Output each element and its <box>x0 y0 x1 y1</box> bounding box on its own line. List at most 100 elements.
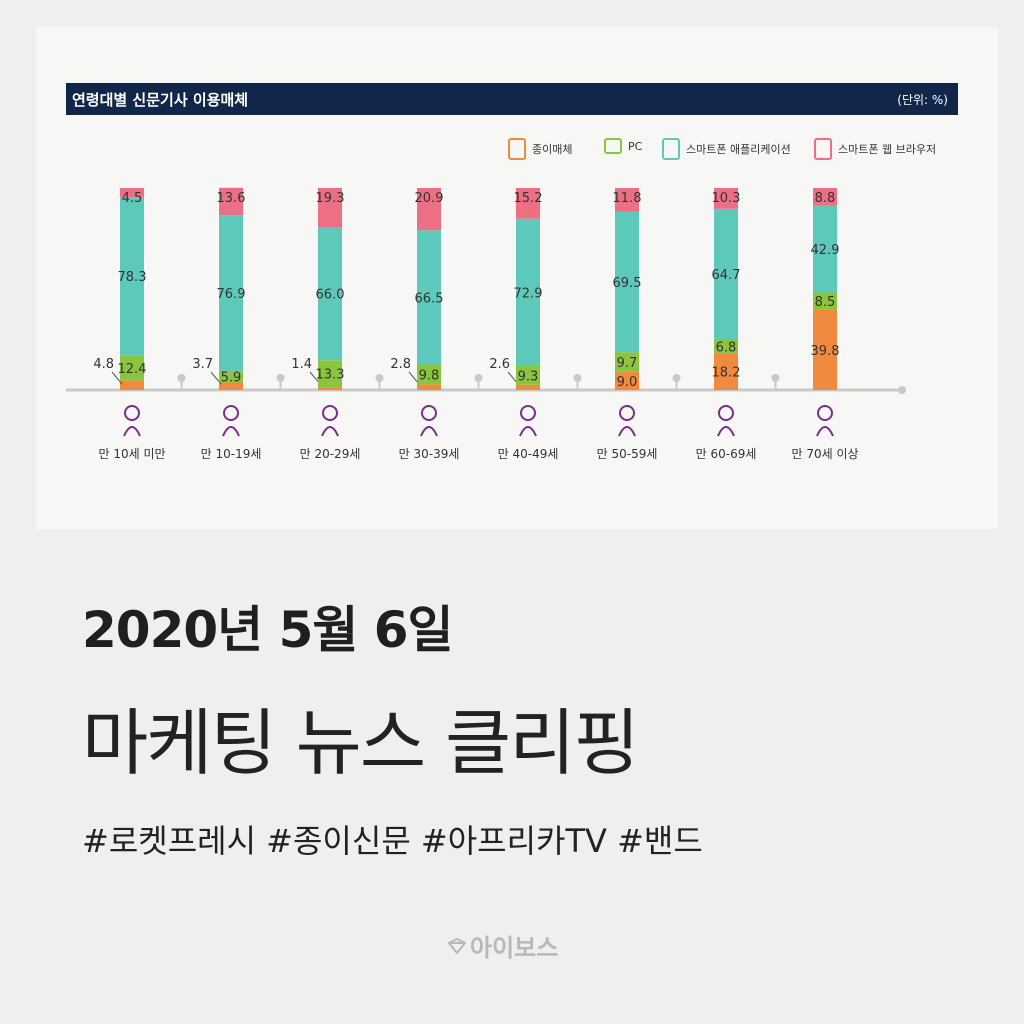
data-label: 64.7 <box>712 268 741 283</box>
data-label: 42.9 <box>811 243 840 258</box>
child-icon <box>123 405 141 437</box>
bar-segment <box>615 211 639 353</box>
data-label: 18.2 <box>712 366 741 381</box>
adult-icon <box>420 405 438 437</box>
hashtags: #로켓프레시 #종이신문 #아프리카TV #밴드 <box>82 822 703 860</box>
data-label: 6.8 <box>716 340 737 355</box>
bar-segment <box>318 188 342 227</box>
data-label: 3.7 <box>192 357 213 372</box>
data-label: 9.0 <box>617 375 638 390</box>
legend-label: 스마트폰 웹 브라우저 <box>838 143 937 156</box>
young-adult-icon <box>321 405 339 437</box>
bar-segment <box>417 188 441 231</box>
bar-segment <box>813 309 837 390</box>
bar-segment <box>615 188 639 212</box>
bar-segment <box>417 364 441 385</box>
bar-segment <box>219 382 243 390</box>
bar-segment <box>219 370 243 383</box>
middle-aged-icon <box>519 405 537 437</box>
bar-segment <box>318 360 342 388</box>
category-label: 만 40-49세 <box>498 447 559 461</box>
legend-item-app: 스마트폰 애플리케이션 <box>662 138 791 160</box>
data-label: 15.2 <box>514 191 543 206</box>
legend-item-browser: 스마트폰 웹 브라우저 <box>814 138 936 160</box>
chart-legend: 종이매체 PC 스마트폰 애플리케이션 스마트폰 웹 브라우저 <box>500 138 960 166</box>
bar-segment <box>813 188 837 206</box>
brand-icon <box>448 937 466 954</box>
data-label: 9.8 <box>419 368 440 383</box>
brand-logo: 아이보스 <box>448 928 558 963</box>
bar-segment <box>417 230 441 365</box>
legend-item-pc: PC <box>604 138 642 154</box>
category-label: 만 20-29세 <box>300 447 361 461</box>
computer-icon <box>604 138 622 154</box>
data-label: 19.3 <box>316 191 345 206</box>
bar-segment <box>615 371 639 390</box>
category-label: 만 70세 이상 <box>791 447 858 461</box>
smartphone-browser-icon <box>814 138 832 160</box>
data-label: 2.6 <box>489 357 510 372</box>
bar-segment <box>516 384 540 390</box>
bar-segment <box>813 205 837 293</box>
bar-segment <box>615 352 639 372</box>
category-label: 만 60-69세 <box>696 447 757 461</box>
bar-segment <box>120 188 144 198</box>
legend-item-paper: 종이매체 <box>508 138 572 160</box>
data-label: 69.5 <box>613 276 642 291</box>
bar-segment <box>516 218 540 366</box>
bar-segment <box>516 188 540 219</box>
bar-segment <box>516 365 540 385</box>
data-label: 9.7 <box>617 356 638 371</box>
data-label: 78.3 <box>118 270 147 285</box>
data-label: 9.3 <box>518 369 539 384</box>
data-label: 4.5 <box>122 191 143 206</box>
brand-name: 아이보스 <box>470 934 559 962</box>
bar-segment <box>714 188 738 209</box>
bar-segment <box>318 226 342 361</box>
label-leader-line <box>111 371 123 385</box>
stacked-bar-chart: 4.8 12.4 78.3 4.5 만 10세 미만 3.7 5.9 76.9 13.6 만 10… <box>66 187 906 461</box>
chart-header: 연령대별 신문기사 이용매체 (단위: %) <box>66 83 958 115</box>
category-label: 만 30-39세 <box>399 447 460 461</box>
senior-icon <box>618 405 636 437</box>
bar-segment <box>714 208 738 340</box>
elderly-icon <box>717 405 735 437</box>
data-label: 76.9 <box>217 287 246 302</box>
category-label: 만 10세 미만 <box>98 447 165 461</box>
category-label: 만 50-59세 <box>597 447 658 461</box>
data-label: 1.4 <box>291 357 312 372</box>
data-label: 66.5 <box>415 291 444 306</box>
data-label: 39.8 <box>811 344 840 359</box>
data-label: 66.0 <box>316 288 345 303</box>
data-label: 13.3 <box>316 368 345 383</box>
bar-segment <box>714 353 738 390</box>
data-label: 4.8 <box>93 357 114 372</box>
data-label: 20.9 <box>415 191 444 206</box>
teen-icon <box>222 405 240 437</box>
bar-segment <box>714 339 738 354</box>
bar-segment <box>120 355 144 381</box>
newspaper-icon <box>508 138 526 160</box>
data-label: 12.4 <box>118 362 147 377</box>
chart-unit: (단위: %) <box>897 93 948 107</box>
bar-segment <box>417 384 441 390</box>
chart-title: 연령대별 신문기사 이용매체 <box>72 91 249 109</box>
bar-segment <box>219 187 243 216</box>
headline-title: 마케팅 뉴스 클리핑 <box>82 701 640 785</box>
bar-segment <box>219 215 243 371</box>
data-label: 13.6 <box>217 191 246 206</box>
bar-segment <box>318 387 342 390</box>
category-label: 만 10-19세 <box>201 447 262 461</box>
bar-segment <box>813 292 837 310</box>
legend-label: 스마트폰 애플리케이션 <box>686 143 791 156</box>
bar-segment <box>120 197 144 356</box>
smartphone-app-icon <box>662 138 680 160</box>
data-label: 72.9 <box>514 286 543 301</box>
data-label: 11.8 <box>613 191 642 206</box>
data-label: 8.5 <box>815 295 836 310</box>
data-label: 8.8 <box>815 191 836 206</box>
data-label: 10.3 <box>712 191 741 206</box>
headline-date: 2020년 5월 6일 <box>82 601 454 659</box>
axis-end-dot <box>898 386 906 394</box>
bar-segment <box>120 380 144 390</box>
